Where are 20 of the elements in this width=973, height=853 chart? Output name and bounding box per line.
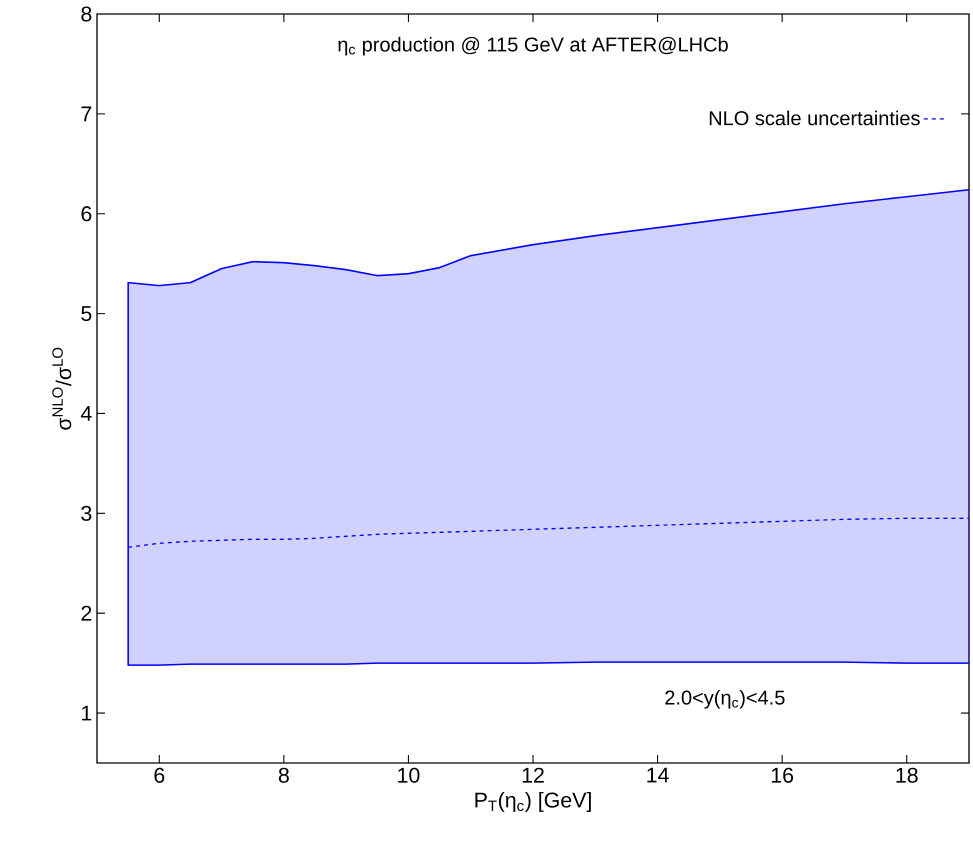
x-tick-label: 10: [398, 768, 420, 783]
y-tick-label: 6: [82, 206, 92, 222]
y-tick-label: 4: [80, 406, 92, 421]
y-tick-label: 5: [81, 306, 92, 322]
text: η$_{c}$ production @ 115 GeV at AFTER@LHCb: [338, 36, 728, 56]
y-tick-label: 3: [81, 506, 92, 521]
x-tick-label: 8: [278, 768, 289, 783]
y-tick-label: 8: [81, 6, 92, 22]
x-axis-title: P$_{T}$(η$_{c}$) [GeV]: [475, 792, 591, 812]
x-tick-label: 16: [772, 768, 794, 783]
y-tick-label: 2: [81, 606, 92, 621]
x-tick-label: 6: [154, 768, 164, 783]
y-tick-label: 7: [82, 106, 92, 122]
annotation: 2.0<y(η$_{c}$)<4.5: [665, 690, 785, 709]
x-tick-label: 14: [647, 768, 669, 782]
x-tick-label: 18: [896, 768, 918, 783]
legend-label: NLO scale uncertainties: [710, 110, 920, 126]
x-tick-label: 12: [522, 768, 544, 783]
y-axis-title: σ$^{NLO}$/σ$^{LO}$: [52, 348, 72, 430]
y-tick-label: 1: [82, 706, 92, 720]
